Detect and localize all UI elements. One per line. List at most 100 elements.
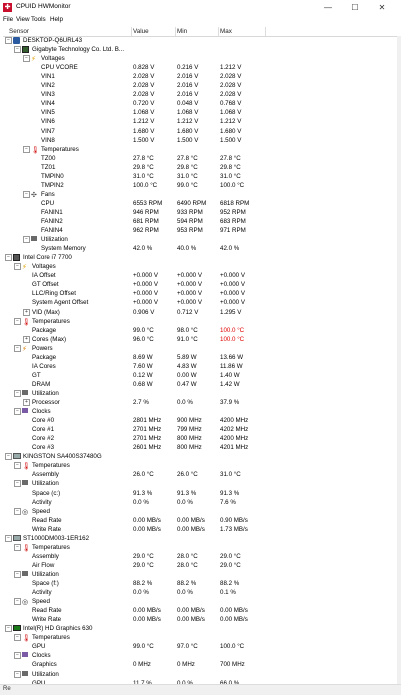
collapse-icon[interactable]: − (14, 543, 21, 551)
sensor-row[interactable]: Core #2 2701 MHz 800 MHz 4200 MHz (3, 434, 399, 443)
collapse-icon[interactable]: − (14, 389, 21, 397)
menu-tools[interactable]: Tools (31, 16, 46, 23)
sensor-row[interactable]: IA Cores 7.60 W 4.83 W 11.86 W (3, 362, 399, 371)
sensor-row[interactable]: Write Rate 0.00 MB/s 0.00 MB/s 0.00 MB/s (3, 615, 399, 624)
collapse-icon[interactable]: − (14, 670, 21, 678)
sensor-row[interactable]: FANIN2 681 RPM 594 RPM 683 RPM (3, 217, 399, 226)
sensor-row[interactable]: + Processor 2.7 % 0.0 % 37.9 % (3, 398, 399, 407)
sensor-row[interactable]: Read Rate 0.00 MB/s 0.00 MB/s 0.90 MB/s (3, 516, 399, 525)
sensor-row[interactable]: FANIN4 962 RPM 953 RPM 971 RPM (3, 226, 399, 235)
menu-view[interactable]: View (16, 16, 30, 23)
collapse-icon[interactable]: − (14, 598, 21, 606)
close-button[interactable]: ✕ (378, 3, 386, 12)
collapse-icon[interactable]: − (14, 652, 21, 660)
group-row[interactable]: − Utilization (3, 670, 399, 679)
menu-help[interactable]: Help (50, 16, 63, 23)
sensor-row[interactable]: VIN7 1.680 V 1.680 V 1.680 V (3, 127, 399, 136)
collapse-icon[interactable]: − (14, 263, 21, 271)
menu-file[interactable]: File (3, 16, 14, 23)
group-row[interactable]: − ST1000DM003-1ER162 (3, 534, 399, 543)
column-min[interactable]: Min (177, 28, 188, 35)
expand-icon[interactable]: + (23, 335, 30, 343)
group-row[interactable]: − Gigabyte Technology Co. Ltd. B... (3, 45, 399, 54)
sensor-row[interactable]: VIN5 1.068 V 1.068 V 1.068 V (3, 108, 399, 117)
sensor-row[interactable]: VIN4 0.720 V 0.048 V 0.768 V (3, 99, 399, 108)
sensor-row[interactable]: Graphics 0 MHz 0 MHz 700 MHz (3, 660, 399, 669)
group-row[interactable]: − Clocks (3, 651, 399, 660)
expand-icon[interactable]: + (23, 308, 30, 316)
sensor-row[interactable]: GPU 99.0 °C 97.0 °C 100.0 °C (3, 642, 399, 651)
sensor-row[interactable]: TMPIN2 100.0 °C 99.0 °C 100.0 °C (3, 181, 399, 190)
group-row[interactable]: − Intel Core i7 7700 (3, 253, 399, 262)
group-row[interactable]: − ⚡ Powers (3, 344, 399, 353)
group-row[interactable]: − Intel(R) HD Graphics 630 (3, 624, 399, 633)
group-row[interactable]: − ⚡ Voltages (3, 262, 399, 271)
sensor-row[interactable]: GT Offset +0.000 V +0.000 V +0.000 V (3, 280, 399, 289)
sensor-row[interactable]: Package 8.69 W 5.89 W 13.66 W (3, 353, 399, 362)
collapse-icon[interactable]: − (14, 344, 21, 352)
sensor-row[interactable]: GT 0.12 W 0.00 W 1.40 W (3, 371, 399, 380)
sensor-row[interactable]: Space (f:) 88.2 % 88.2 % 88.2 % (3, 579, 399, 588)
collapse-icon[interactable]: − (14, 462, 21, 470)
sensor-row[interactable]: System Memory 42.0 % 40.0 % 42.0 % (3, 244, 399, 253)
maximize-button[interactable]: ☐ (351, 3, 359, 12)
group-row[interactable]: − ◎ Speed (3, 597, 399, 606)
group-row[interactable]: − ✣ Fans (3, 190, 399, 199)
expand-icon[interactable]: + (23, 399, 30, 406)
collapse-icon[interactable]: − (5, 534, 12, 542)
sensor-row[interactable]: Space (c:) 91.3 % 91.3 % 91.3 % (3, 489, 399, 498)
group-row[interactable]: − 🌡 Temperatures (3, 145, 399, 154)
group-row[interactable]: − KINGSTON SA400S37480G (3, 452, 399, 461)
group-row[interactable]: − Clocks (3, 407, 399, 416)
sensor-row[interactable]: Activity 0.0 % 0.0 % 7.6 % (3, 498, 399, 507)
sensor-row[interactable]: Write Rate 0.00 MB/s 0.00 MB/s 1.73 MB/s (3, 525, 399, 534)
collapse-icon[interactable]: − (23, 55, 30, 63)
sensor-row[interactable]: CPU 6553 RPM 6490 RPM 6818 RPM (3, 199, 399, 208)
sensor-row[interactable]: Assembly 29.0 °C 28.0 °C 29.0 °C (3, 552, 399, 561)
collapse-icon[interactable]: − (5, 254, 12, 262)
group-row[interactable]: − ⚡ Voltages (3, 54, 399, 63)
sensor-row[interactable]: Core #3 2601 MHz 800 MHz 4201 MHz (3, 443, 399, 452)
sensor-row[interactable]: VIN1 2.028 V 2.016 V 2.028 V (3, 72, 399, 81)
collapse-icon[interactable]: − (14, 507, 21, 515)
minimize-button[interactable]: — (324, 3, 332, 12)
column-sensor[interactable]: Sensor (9, 28, 29, 35)
sensor-row[interactable]: Core #1 2701 MHz 799 MHz 4202 MHz (3, 425, 399, 434)
group-row[interactable]: − 🌡 Temperatures (3, 633, 399, 642)
collapse-icon[interactable]: − (5, 37, 12, 44)
sensor-row[interactable]: Air Flow 29.0 °C 28.0 °C 29.0 °C (3, 561, 399, 570)
sensor-row[interactable]: + Cores (Max) 96.0 °C 91.0 °C 100.0 °C (3, 335, 399, 344)
column-max[interactable]: Max (220, 28, 232, 35)
sensor-row[interactable]: Assembly 26.0 °C 26.0 °C 31.0 °C (3, 470, 399, 479)
sensor-row[interactable]: + VID (Max) 0.906 V 0.712 V 1.295 V (3, 308, 399, 317)
collapse-icon[interactable]: − (14, 46, 21, 54)
collapse-icon[interactable]: − (14, 408, 21, 416)
sensor-row[interactable]: VIN2 2.028 V 2.016 V 2.028 V (3, 81, 399, 90)
sensor-tree[interactable]: − DESKTOP-Q6URL43− Gigabyte Technology Co.… (3, 36, 399, 684)
sensor-row[interactable]: LLC/Ring Offset +0.000 V +0.000 V +0.000 V (3, 289, 399, 298)
sensor-row[interactable]: FANIN1 946 RPM 933 RPM 952 RPM (3, 208, 399, 217)
sensor-row[interactable]: GPU 11.7 % 0.0 % 66.0 % (3, 679, 399, 684)
sensor-row[interactable]: VIN3 2.028 V 2.016 V 2.028 V (3, 90, 399, 99)
collapse-icon[interactable]: − (23, 236, 30, 244)
group-row[interactable]: − 🌡 Temperatures (3, 461, 399, 470)
collapse-icon[interactable]: − (14, 570, 21, 578)
group-row[interactable]: − Utilization (3, 389, 399, 398)
group-row[interactable]: − 🌡 Temperatures (3, 317, 399, 326)
collapse-icon[interactable]: − (14, 317, 21, 325)
group-row[interactable]: − ◎ Speed (3, 507, 399, 516)
sensor-row[interactable]: VIN6 1.212 V 1.212 V 1.212 V (3, 117, 399, 126)
vertical-scrollbar[interactable] (397, 36, 401, 684)
sensor-row[interactable]: TZ00 27.8 °C 27.8 °C 27.8 °C (3, 154, 399, 163)
sensor-row[interactable]: Core #0 2801 MHz 900 MHz 4200 MHz (3, 416, 399, 425)
sensor-row[interactable]: System Agent Offset +0.000 V +0.000 V +0.00… (3, 298, 399, 307)
sensor-row[interactable]: Read Rate 0.00 MB/s 0.00 MB/s 0.00 MB/s (3, 606, 399, 615)
column-value[interactable]: Value (133, 28, 149, 35)
sensor-row[interactable]: TZ01 29.8 °C 29.8 °C 29.8 °C (3, 163, 399, 172)
group-row[interactable]: − Utilization (3, 235, 399, 244)
group-row[interactable]: − DESKTOP-Q6URL43 (3, 36, 399, 45)
sensor-row[interactable]: DRAM 0.68 W 0.47 W 1.42 W (3, 380, 399, 389)
sensor-row[interactable]: Package 99.0 °C 98.0 °C 100.0 °C (3, 326, 399, 335)
group-row[interactable]: − Utilization (3, 570, 399, 579)
collapse-icon[interactable]: − (14, 634, 21, 642)
